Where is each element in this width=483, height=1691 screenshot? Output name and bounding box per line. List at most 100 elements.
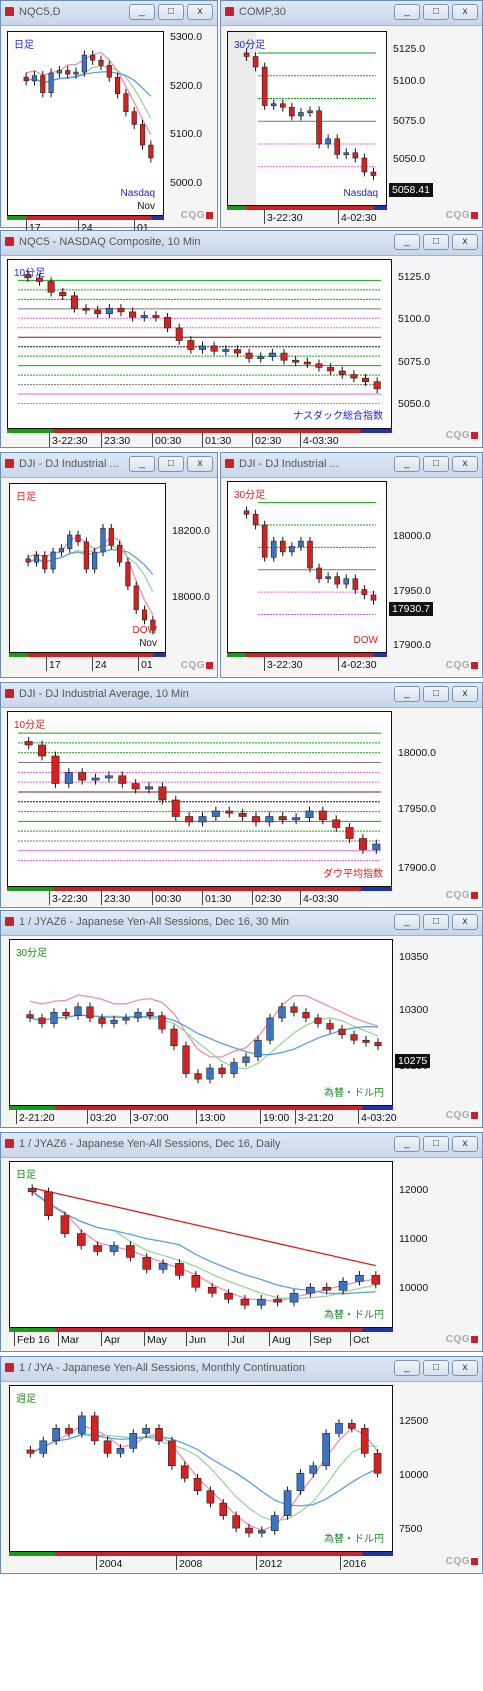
title-bar[interactable]: NQC5,D _ □ x [1, 1, 217, 26]
chart-window-w4[interactable]: DJI - DJ Industrial ... _ □ x 日足 DOW Nov 18200.… [0, 452, 218, 678]
candle-body [148, 144, 154, 159]
close-button[interactable]: x [452, 234, 478, 250]
candlestick-chart [25, 523, 156, 635]
y-tick-label: 17950.0 [398, 803, 436, 815]
x-tick-mark [340, 1556, 341, 1570]
cqg-logo: CQG [445, 1110, 470, 1121]
x-tick-label: 02:30 [255, 893, 282, 905]
maximize-button[interactable]: □ [158, 4, 184, 20]
close-button[interactable]: x [187, 4, 213, 20]
x-axis-strip [9, 1552, 393, 1556]
x-tick-label: Mar [61, 1334, 80, 1346]
chart-plot-area[interactable]: 10分足 ナスダック総合指数 [7, 259, 392, 429]
candle-body [25, 558, 31, 563]
title-bar[interactable]: NQC5 - NASDAQ Composite, 10 Min _ □ x [1, 231, 482, 256]
minimize-button[interactable]: _ [394, 234, 420, 250]
candle-body [322, 1433, 330, 1467]
candle-body [98, 1017, 106, 1024]
maximize-button[interactable]: □ [423, 914, 449, 930]
candle-body [33, 555, 40, 563]
instrument-label: Nasdaq [343, 188, 378, 199]
maximize-button[interactable]: □ [423, 456, 449, 472]
maximize-button[interactable]: □ [423, 1136, 449, 1152]
candle-body [90, 1415, 99, 1442]
chart-window-w5[interactable]: DJI - DJ Industrial ... _ □ x 30分足 DOW 18000.0… [220, 452, 483, 678]
instrument-label: Nasdaq [120, 188, 155, 199]
x-tick-mark [300, 433, 301, 447]
candle-body [86, 1006, 94, 1019]
chart-plot-area[interactable]: 日足 為替・ドル円 [9, 1161, 393, 1328]
maximize-button[interactable]: □ [423, 234, 449, 250]
maximize-button[interactable]: □ [423, 1360, 449, 1376]
close-button[interactable]: x [452, 914, 478, 930]
x-tick-label: Feb 16 [17, 1334, 50, 1346]
chart-plot-area[interactable]: 週足 為替・ドル円 [9, 1385, 393, 1552]
timeframe-label: 日足 [14, 40, 34, 51]
chart-window-w3[interactable]: NQC5 - NASDAQ Composite, 10 Min _ □ x 10分足 ナス… [0, 230, 483, 448]
candle-body [106, 65, 112, 78]
chart-plot-area[interactable]: 30分足 DOW [227, 481, 387, 653]
title-bar[interactable]: DJI - DJ Industrial ... _ □ x [1, 453, 217, 478]
minimize-button[interactable]: _ [129, 456, 155, 472]
y-tick-label: 5000.0 [170, 177, 203, 189]
window-controls: _ □ x [129, 456, 213, 472]
close-button[interactable]: x [452, 1136, 478, 1152]
timeframe-label: 週足 [16, 1394, 36, 1405]
candle-body [278, 1006, 286, 1019]
chart-plot-area[interactable]: 10分足 ダウ平均指数 [7, 711, 392, 887]
candle-body [338, 1280, 348, 1291]
y-tick-label: 17900.0 [393, 639, 431, 651]
candle-body [48, 72, 54, 93]
candle-body [360, 1428, 369, 1454]
chart-window-w1[interactable]: NQC5,D _ □ x 日足 Nasdaq Nov 5300.0 5200.0 5100.0 50… [0, 0, 218, 234]
minimize-button[interactable]: _ [394, 1136, 420, 1152]
close-button[interactable]: x [452, 4, 478, 20]
title-bar[interactable]: COMP,30 _ □ x [221, 1, 482, 26]
maximize-button[interactable]: □ [158, 456, 184, 472]
candle-body [326, 1023, 334, 1030]
title-bar[interactable]: 1 / JYAZ6 - Japanese Yen-All Sessions, D… [1, 911, 482, 936]
close-button[interactable]: x [452, 686, 478, 702]
x-tick-mark [300, 891, 301, 905]
close-button[interactable]: x [452, 456, 478, 472]
title-bar[interactable]: 1 / JYAZ6 - Japanese Yen-All Sessions, D… [1, 1133, 482, 1158]
chart-plot-area[interactable]: 日足 Nasdaq Nov [7, 31, 164, 216]
chart-window-w9[interactable]: 1 / JYA - Japanese Yen-All Sessions, Mon… [0, 1356, 483, 1574]
minimize-button[interactable]: _ [394, 456, 420, 472]
chart-window-w7[interactable]: 1 / JYAZ6 - Japanese Yen-All Sessions, D… [0, 910, 483, 1128]
minimize-button[interactable]: _ [394, 4, 420, 20]
minimize-button[interactable]: _ [394, 1360, 420, 1376]
cqg-logo-icon [471, 1112, 478, 1119]
x-tick-label: 3-22:30 [52, 893, 88, 905]
close-button[interactable]: x [187, 456, 213, 472]
y-tick-label: 5300.0 [170, 31, 203, 43]
title-bar[interactable]: DJI - DJ Industrial ... _ □ x [221, 453, 482, 478]
candle-body [175, 327, 183, 341]
moving-average-line [25, 51, 152, 136]
cqg-logo: CQG [445, 1334, 470, 1345]
candle-body [245, 352, 253, 359]
minimize-button[interactable]: _ [394, 914, 420, 930]
maximize-button[interactable]: □ [423, 4, 449, 20]
candle-body [50, 1012, 58, 1024]
x-tick-label: 2008 [179, 1558, 203, 1570]
candle-body [56, 70, 62, 74]
maximize-button[interactable]: □ [423, 686, 449, 702]
minimize-button[interactable]: _ [129, 4, 155, 20]
minimize-button[interactable]: _ [394, 686, 420, 702]
x-tick-label: Oct [353, 1334, 370, 1346]
last-price-badge: 5058.41 [389, 183, 433, 197]
y-tick-label: 12000 [399, 1184, 429, 1196]
chart-plot-area[interactable]: 30分足 為替・ドル円 [9, 939, 393, 1106]
chart-window-w2[interactable]: COMP,30 _ □ x 30分足 Nasdaq 5125.0 5100.0 5075.0 50… [220, 0, 483, 228]
close-button[interactable]: x [452, 1360, 478, 1376]
candle-body [117, 308, 125, 313]
chart-plot-area[interactable]: 日足 DOW Nov [9, 483, 166, 653]
chart-plot-area[interactable]: 30分足 Nasdaq [227, 31, 387, 206]
candle-body [158, 1015, 166, 1030]
chart-window-w8[interactable]: 1 / JYAZ6 - Japanese Yen-All Sessions, D… [0, 1132, 483, 1352]
instrument-label: DOW [132, 625, 157, 636]
chart-window-w6[interactable]: DJI - DJ Industrial Average, 10 Min _ □ x 10… [0, 682, 483, 908]
title-bar[interactable]: 1 / JYA - Japanese Yen-All Sessions, Mon… [1, 1357, 482, 1382]
title-bar[interactable]: DJI - DJ Industrial Average, 10 Min _ □ x [1, 683, 482, 708]
